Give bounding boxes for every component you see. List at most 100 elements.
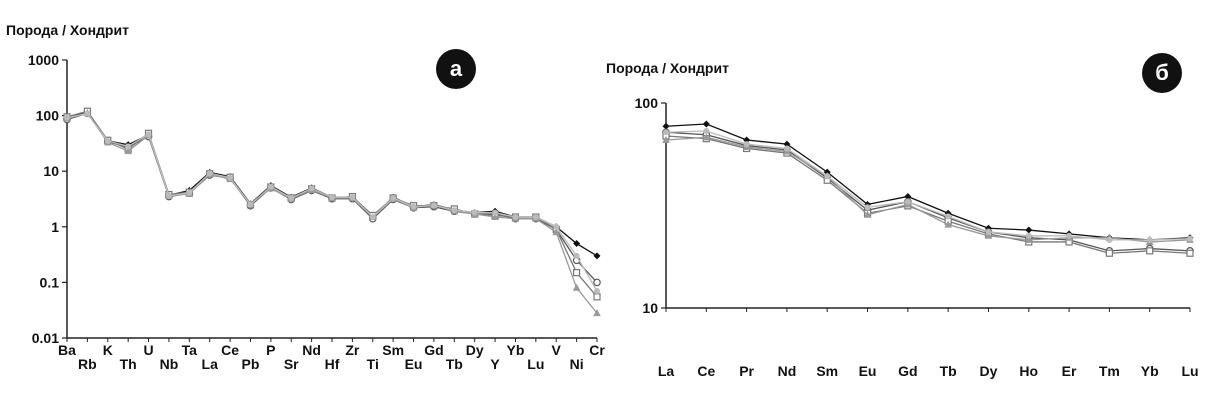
x-tick-label: Eu [859,363,877,379]
x-tick-label: U [143,342,153,358]
data-point-s3-p0 [662,135,670,143]
data-point-s4-p2 [743,141,750,148]
data-point-s4-p18 [430,202,437,209]
x-tick-label: Sm [816,363,838,379]
x-tick-label: K [103,342,113,358]
data-point-s4-p24 [553,223,560,230]
series-4 [64,110,600,295]
x-tick-label: La [658,363,675,379]
data-point-s4-p1 [703,128,710,135]
data-point-s4-p8 [227,174,234,181]
x-tick-label: Lu [527,356,544,372]
data-point-s3-p25 [572,283,581,291]
x-tick-label: Sr [284,356,299,372]
x-tick-label: Eu [405,356,423,372]
data-point-s4-p3 [783,145,790,152]
y-tick-label: 10 [43,163,59,179]
x-tick-label: Ni [570,356,584,372]
x-tick-label: Nd [302,342,321,358]
data-point-s2-p12 [1146,247,1154,255]
data-point-s4-p22 [512,214,519,221]
x-tick-label: Er [1062,363,1077,379]
x-tick-label: Lu [1181,363,1198,379]
data-point-s4-p25 [573,252,580,259]
data-point-s4-p23 [532,214,539,221]
data-point-s4-p11 [288,194,295,201]
plot-frame-b [665,103,1191,312]
x-tick-label: Nd [778,363,797,379]
chart-panel-b: Порода / Хондрит 100 10 La Ce Pr Nd Sm Eu Gd Tb D… [606,53,1199,379]
data-point-s4-p0 [64,114,70,121]
x-tick-label: Dy [980,363,998,379]
data-point-s3-p21 [491,213,499,221]
panel-badge-label-a: а [450,56,463,81]
data-point-s4-p6 [186,189,193,196]
y-tick-label: 0.01 [32,330,59,346]
series-0 [662,120,1194,244]
y-tick-label: 0.1 [40,274,60,290]
x-tick-label: Nb [160,356,179,372]
data-point-s2-p26 [593,293,601,301]
data-point-s4-p20 [471,209,478,216]
data-point-s4-p21 [492,209,499,216]
data-point-s0-p3 [783,140,791,148]
panel-badge-label-b: б [1155,60,1169,85]
y-tick-label: 100 [36,108,60,124]
panel-badge-b [1142,53,1182,93]
x-tick-label: Dy [466,342,484,358]
y-tick-labels-b: 100 10 [635,95,666,316]
y-axis-label-a: Порода / Хондрит [6,22,129,38]
data-point-s3-p1 [702,133,711,141]
x-tick-label: Ba [58,342,76,358]
x-tick-label: Cr [589,342,605,358]
x-tick-label: Hf [325,356,340,372]
data-point-s4-p26 [594,288,600,295]
data-point-s4-p4 [824,173,831,180]
data-point-s0-p9 [1025,226,1033,234]
data-point-s2-p11 [1105,249,1113,257]
series-line-4 [665,130,1191,241]
series-line-2 [665,135,1191,254]
data-point-s4-p19 [451,207,458,214]
x-tick-label: Gd [898,363,917,379]
x-tick-label: P [266,342,275,358]
x-tick-label: Yb [507,342,525,358]
x-tick-label: Rb [78,356,97,372]
data-point-s4-p0 [663,129,669,136]
data-point-s4-p6 [904,198,911,205]
series-4 [663,128,1193,243]
panel-badge-a [436,49,476,89]
data-point-s2-p25 [573,269,581,277]
data-point-s4-p10 [1066,232,1073,239]
data-point-s4-p5 [864,204,871,211]
data-point-s4-p13 [1187,235,1193,242]
y-tick-label: 1 [51,219,59,235]
x-tick-label: Sm [382,342,404,358]
x-tick-label: La [202,356,219,372]
data-point-s4-p4 [145,131,152,138]
series-line-3 [665,136,1191,243]
data-point-s1-p26 [593,278,601,287]
series-0 [63,108,601,260]
data-point-s3-p26 [593,309,601,317]
x-tick-label: V [552,342,562,358]
series-line-1 [665,131,1191,252]
data-point-s4-p7 [945,213,952,220]
x-tick-label: Gd [424,342,443,358]
series-3 [662,133,1194,245]
x-tick-labels-b: La Ce Pr Nd Sm Eu Gd Tb Dy Ho Er Tm Yb Lu [658,363,1199,379]
data-point-s0-p25 [573,240,581,248]
data-point-s4-p11 [1106,236,1113,243]
data-point-s3-p7 [944,220,952,228]
x-tick-label: Ta [182,342,198,358]
data-point-s4-p3 [125,143,132,150]
series-line-3 [66,112,598,314]
data-point-s3-p8 [984,231,993,239]
series-group-b [662,120,1194,257]
x-tick-label: Ce [221,342,239,358]
x-tick-label: Y [490,356,500,372]
x-tick-label: Zr [345,342,360,358]
